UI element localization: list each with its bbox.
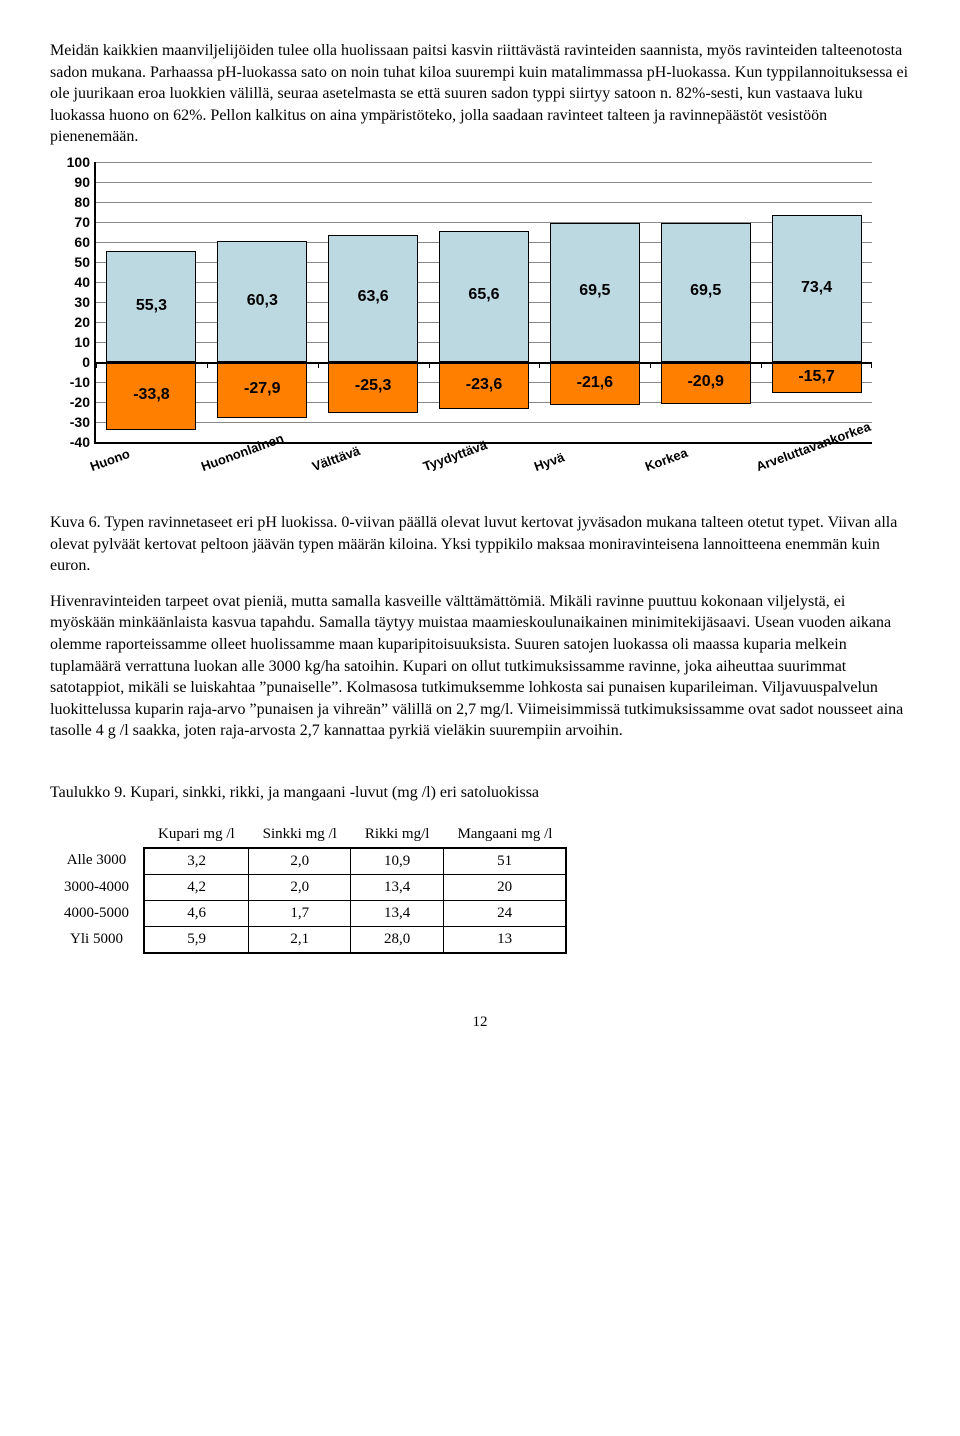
table-cell: 13,4 — [351, 874, 444, 900]
table-cell: 20 — [443, 874, 566, 900]
y-tick-label: 70 — [50, 214, 90, 230]
y-tick-label: 10 — [50, 334, 90, 350]
y-tick-label: 40 — [50, 274, 90, 290]
row-label: 4000-5000 — [50, 900, 144, 926]
micronutrient-paragraph: Hivenravinteiden tarpeet ovat pieniä, mu… — [50, 591, 910, 742]
table-cell: 10,9 — [351, 848, 444, 875]
table-cell: 2,1 — [249, 926, 351, 953]
table-cell: 24 — [443, 900, 566, 926]
gridline — [96, 222, 872, 223]
y-tick-label: 0 — [50, 354, 90, 370]
bar-negative-label: -33,8 — [106, 386, 196, 404]
figure-caption: Kuva 6. Typen ravinnetaseet eri pH luoki… — [50, 512, 910, 577]
y-tick-label: -10 — [50, 374, 90, 390]
x-category-label: Huononlainen — [199, 430, 286, 474]
gridline — [96, 202, 872, 203]
page-number: 12 — [50, 1014, 910, 1031]
table-cell: 2,0 — [249, 874, 351, 900]
zero-line — [96, 362, 872, 364]
table-header: Kupari mg /l — [144, 822, 249, 848]
row-label: 3000-4000 — [50, 874, 144, 900]
y-tick-label: 100 — [50, 154, 90, 170]
gridline — [96, 182, 872, 183]
table-cell: 28,0 — [351, 926, 444, 953]
table-cell: 4,6 — [144, 900, 249, 926]
y-tick-label: 30 — [50, 294, 90, 310]
table-row: Yli 50005,92,128,013 — [50, 926, 566, 953]
table-cell: 3,2 — [144, 848, 249, 875]
bar-negative-label: -20,9 — [661, 373, 751, 391]
x-category-label: Hyvä — [532, 449, 566, 474]
nitrogen-balance-chart: -40-30-20-100102030405060708090100 55,3-… — [50, 162, 870, 492]
table-header: Rikki mg/l — [351, 822, 444, 848]
table-cell: 1,7 — [249, 900, 351, 926]
table-row: 3000-40004,22,013,420 — [50, 874, 566, 900]
bar-negative-label: -25,3 — [328, 377, 418, 395]
x-category-label: Tyydyttävä — [421, 437, 489, 474]
y-tick-label: 50 — [50, 254, 90, 270]
table-row: Alle 30003,22,010,951 — [50, 848, 566, 875]
table-title: Taulukko 9. Kupari, sinkki, rikki, ja ma… — [50, 782, 910, 804]
bar-positive-label: 69,5 — [661, 282, 751, 300]
row-label: Yli 5000 — [50, 926, 144, 953]
bar-negative-label: -23,6 — [439, 376, 529, 394]
y-tick-label: -20 — [50, 394, 90, 410]
x-category-label: Korkea — [643, 445, 690, 474]
bar-negative-label: -21,6 — [550, 374, 640, 392]
table-cell: 51 — [443, 848, 566, 875]
table-cell: 4,2 — [144, 874, 249, 900]
table-row: 4000-50004,61,713,424 — [50, 900, 566, 926]
row-label: Alle 3000 — [50, 848, 144, 875]
x-category-label: Huono — [88, 446, 132, 474]
y-tick-label: -30 — [50, 414, 90, 430]
table-cell: 2,0 — [249, 848, 351, 875]
y-tick-label: 90 — [50, 174, 90, 190]
intro-paragraph: Meidän kaikkien maanviljelijöiden tulee … — [50, 40, 910, 148]
bar-positive-label: 69,5 — [550, 282, 640, 300]
table-cell: 13 — [443, 926, 566, 953]
table-cell: 13,4 — [351, 900, 444, 926]
y-tick-label: -40 — [50, 434, 90, 450]
micronutrient-table: Kupari mg /lSinkki mg /lRikki mg/lMangaa… — [50, 822, 567, 954]
bar-positive-label: 60,3 — [217, 292, 307, 310]
bar-positive-label: 63,6 — [328, 288, 418, 306]
x-category-label: Arveluttavankorkea — [754, 419, 873, 474]
bar-positive-label: 55,3 — [106, 297, 196, 315]
bar-positive-label: 73,4 — [772, 279, 862, 297]
table-header: Mangaani mg /l — [443, 822, 566, 848]
table-header: Sinkki mg /l — [249, 822, 351, 848]
gridline — [96, 422, 872, 423]
gridline — [96, 162, 872, 163]
table-header — [50, 822, 144, 848]
y-tick-label: 80 — [50, 194, 90, 210]
y-tick-label: 20 — [50, 314, 90, 330]
x-category-label: Välttävä — [310, 443, 362, 474]
bar-negative-label: -15,7 — [772, 368, 862, 386]
bar-negative-label: -27,9 — [217, 380, 307, 398]
table-cell: 5,9 — [144, 926, 249, 953]
y-tick-label: 60 — [50, 234, 90, 250]
bar-positive-label: 65,6 — [439, 286, 529, 304]
